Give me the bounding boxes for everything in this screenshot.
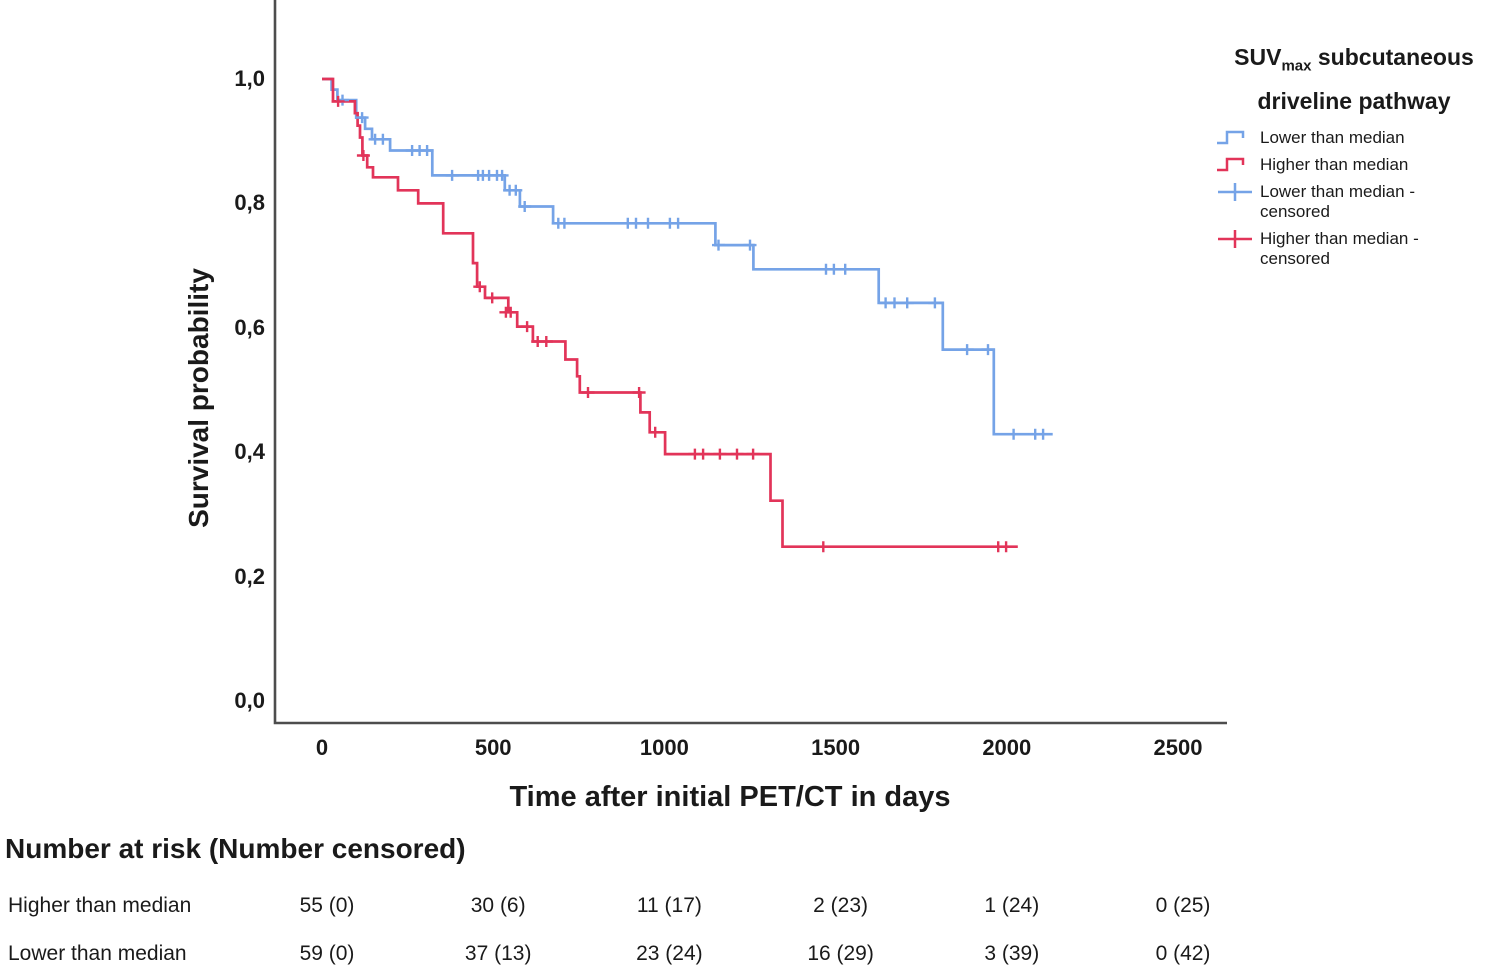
x-tick-label: 500 bbox=[474, 735, 512, 760]
legend-item: Lower than median - censored bbox=[1216, 182, 1499, 222]
legend-item-label: Lower than median bbox=[1260, 127, 1405, 147]
y-tick-label: 0,4 bbox=[234, 439, 265, 465]
series-line-lower-than-median bbox=[322, 77, 1053, 436]
y-tick-label: 0,6 bbox=[234, 314, 265, 340]
x-tick-label: 2500 bbox=[1153, 735, 1203, 760]
x-tick-label: 2000 bbox=[982, 735, 1032, 760]
step-line-icon bbox=[1217, 130, 1245, 144]
y-tick-label: 0,0 bbox=[234, 688, 265, 713]
legend-item: Higher than median bbox=[1216, 155, 1499, 175]
legend-item-list: Lower than median Higher than median Lower… bbox=[1208, 128, 1499, 269]
x-tick-label: 1000 bbox=[639, 735, 689, 760]
legend-item-label: Higher than median bbox=[1260, 154, 1409, 174]
legend: SUVmax subcutaneous driveline pathway Lo… bbox=[1208, 40, 1499, 276]
legend-title-line2: driveline pathway bbox=[1257, 87, 1451, 114]
y-axis-title: Survival probability bbox=[183, 268, 214, 528]
y-tick-label: 0,2 bbox=[234, 563, 265, 589]
step-line-icon bbox=[1217, 157, 1245, 171]
y-tick-label: 1,0 bbox=[234, 66, 265, 91]
censor-marks-lower-than-median bbox=[336, 94, 1050, 440]
y-tick-label: 0,8 bbox=[234, 190, 265, 216]
x-axis-title: Time after initial PET/CT in days bbox=[509, 781, 951, 813]
censor-marks-higher-than-median bbox=[331, 95, 1013, 553]
legend-title-rest: subcutaneous bbox=[1311, 44, 1474, 70]
legend-item: Higher than median - censored bbox=[1216, 229, 1499, 269]
axis-lines bbox=[273, 0, 1227, 725]
plus-censored-icon bbox=[1218, 182, 1252, 201]
legend-title: SUVmax subcutaneous driveline pathway bbox=[1208, 40, 1499, 119]
x-tick-label: 1500 bbox=[811, 735, 861, 760]
legend-title-prefix: SUV bbox=[1234, 44, 1282, 70]
legend-item-label: Higher than median - censored bbox=[1260, 228, 1419, 268]
x-tick-label: 0 bbox=[315, 735, 329, 760]
plus-censored-icon bbox=[1218, 229, 1252, 248]
legend-item-label: Lower than median - censored bbox=[1260, 181, 1415, 221]
legend-item: Lower than median bbox=[1216, 128, 1499, 148]
legend-title-subscript: max bbox=[1281, 57, 1312, 75]
